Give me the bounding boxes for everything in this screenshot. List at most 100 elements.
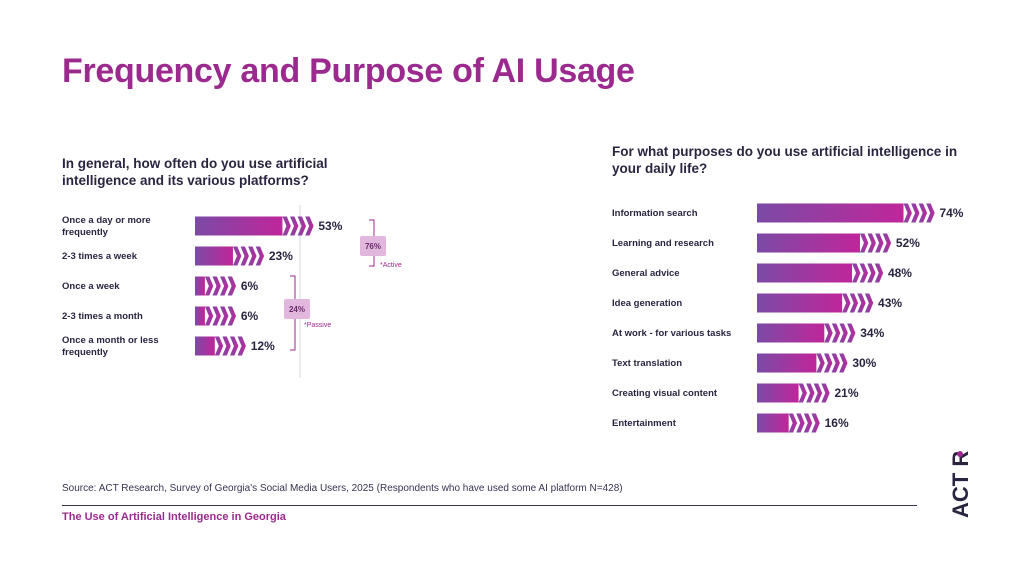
bar-chevron <box>857 293 866 313</box>
bar-row: Once a month or less frequently 12% <box>62 335 275 358</box>
logo-text: ACT R. <box>948 450 972 518</box>
category-label: Text translation <box>612 358 682 369</box>
right-chart-question: For what purposes do you use artificial … <box>612 144 958 176</box>
bar-row: Text translation 30% <box>612 353 877 373</box>
bar-chevron <box>220 306 229 326</box>
bar-chevron <box>212 276 221 296</box>
bar-chevron <box>867 233 876 253</box>
bar-chevron <box>903 203 912 223</box>
bar-chevron <box>305 216 314 236</box>
bar-chevron <box>875 233 884 253</box>
bar-chevron <box>918 203 928 223</box>
category-label: 2-3 times a week <box>62 251 138 262</box>
category-label: General advice <box>612 268 680 279</box>
bar-row: Once a week 6% <box>62 276 259 296</box>
passive-badge <box>284 299 310 319</box>
bar-chevron <box>839 323 848 343</box>
passive-note: *Passive <box>304 322 331 329</box>
act-research-logo-icon: ACT R. <box>948 450 972 518</box>
bar-row: Idea generation 43% <box>612 293 902 313</box>
bar-chevron <box>255 246 265 266</box>
value-label: 6% <box>241 309 259 323</box>
value-label: 53% <box>318 219 342 233</box>
bar-chevron <box>859 263 868 283</box>
category-label: Once a week <box>62 281 120 292</box>
bar-chevron <box>849 293 859 313</box>
bar <box>757 263 853 283</box>
value-label: 21% <box>835 386 859 400</box>
value-label: 23% <box>269 249 293 263</box>
active-percent: 76% <box>365 242 381 251</box>
bar-chevron <box>282 216 291 236</box>
bar-chevron <box>831 323 841 343</box>
category-label: 2-3 times a month <box>62 311 143 322</box>
bar-chevron <box>204 276 214 296</box>
bar-chevron <box>911 203 920 223</box>
active-badge <box>360 236 386 256</box>
bar-chevron <box>867 263 876 283</box>
category-label: Once a day or more frequently <box>62 215 151 238</box>
bar-row: 2-3 times a month 6% <box>62 306 259 326</box>
bar-row: 2-3 times a week 23% <box>62 246 293 266</box>
bar <box>757 383 799 403</box>
bar-chevron <box>926 203 935 223</box>
bar-chevron <box>290 216 299 236</box>
bar-chevron <box>831 353 840 373</box>
bar-chevron <box>823 353 833 373</box>
bar-chevron <box>227 306 237 326</box>
source-note: Source: ACT Research, Survey of Georgia'… <box>62 483 623 494</box>
bar <box>195 216 283 236</box>
category-label: Learning and research <box>612 238 714 249</box>
bar <box>757 413 789 433</box>
bar-row: Learning and research 52% <box>612 233 920 253</box>
bar-chevron <box>811 413 820 433</box>
bar-chevron <box>842 293 851 313</box>
bar-chevron <box>222 336 231 356</box>
bar-chevron <box>839 353 848 373</box>
value-label: 34% <box>860 326 884 340</box>
bar <box>757 353 817 373</box>
bar <box>195 306 205 326</box>
bar-chevron <box>874 263 884 283</box>
bar-chevron <box>821 383 830 403</box>
bar-chevron <box>852 263 861 283</box>
bar-chevron <box>813 383 823 403</box>
bar-chevron <box>824 323 833 343</box>
bar-chevron <box>803 413 813 433</box>
bar <box>195 336 215 356</box>
active-note: *Active <box>380 262 402 269</box>
bar <box>195 276 205 296</box>
bar-row: Information search 74% <box>612 203 964 223</box>
category-label: Creating visual content <box>612 388 718 399</box>
bar <box>757 293 843 313</box>
bar-chevron <box>232 246 242 266</box>
value-label: 48% <box>888 266 912 280</box>
bar <box>757 323 825 343</box>
passive-percent: 24% <box>289 305 305 314</box>
bar-row: Entertainment 16% <box>612 413 849 433</box>
bar <box>195 246 233 266</box>
bar <box>757 203 904 223</box>
category-label: Once a month or less frequently <box>62 335 159 358</box>
value-label: 30% <box>852 356 876 370</box>
category-label: Information search <box>612 208 698 219</box>
bar-chevron <box>798 383 807 403</box>
bar-chevron <box>788 413 798 433</box>
value-label: 6% <box>241 279 259 293</box>
bar-chevron <box>237 336 246 356</box>
bar-chevron <box>212 306 221 326</box>
left-chart-question: In general, how often do you use artific… <box>62 156 328 188</box>
bar-chevron <box>204 306 214 326</box>
value-label: 52% <box>896 236 920 250</box>
bar-chevron <box>882 233 892 253</box>
bar-chevron <box>240 246 249 266</box>
value-label: 12% <box>251 339 275 353</box>
footer-title: The Use of Artificial Intelligence in Ge… <box>62 511 286 523</box>
bar-chevron <box>806 383 815 403</box>
logo-dot <box>957 451 963 457</box>
bar-row: General advice 48% <box>612 263 912 283</box>
footer-divider <box>62 505 917 506</box>
bar-chevron <box>227 276 237 296</box>
bar-chevron <box>816 353 825 373</box>
